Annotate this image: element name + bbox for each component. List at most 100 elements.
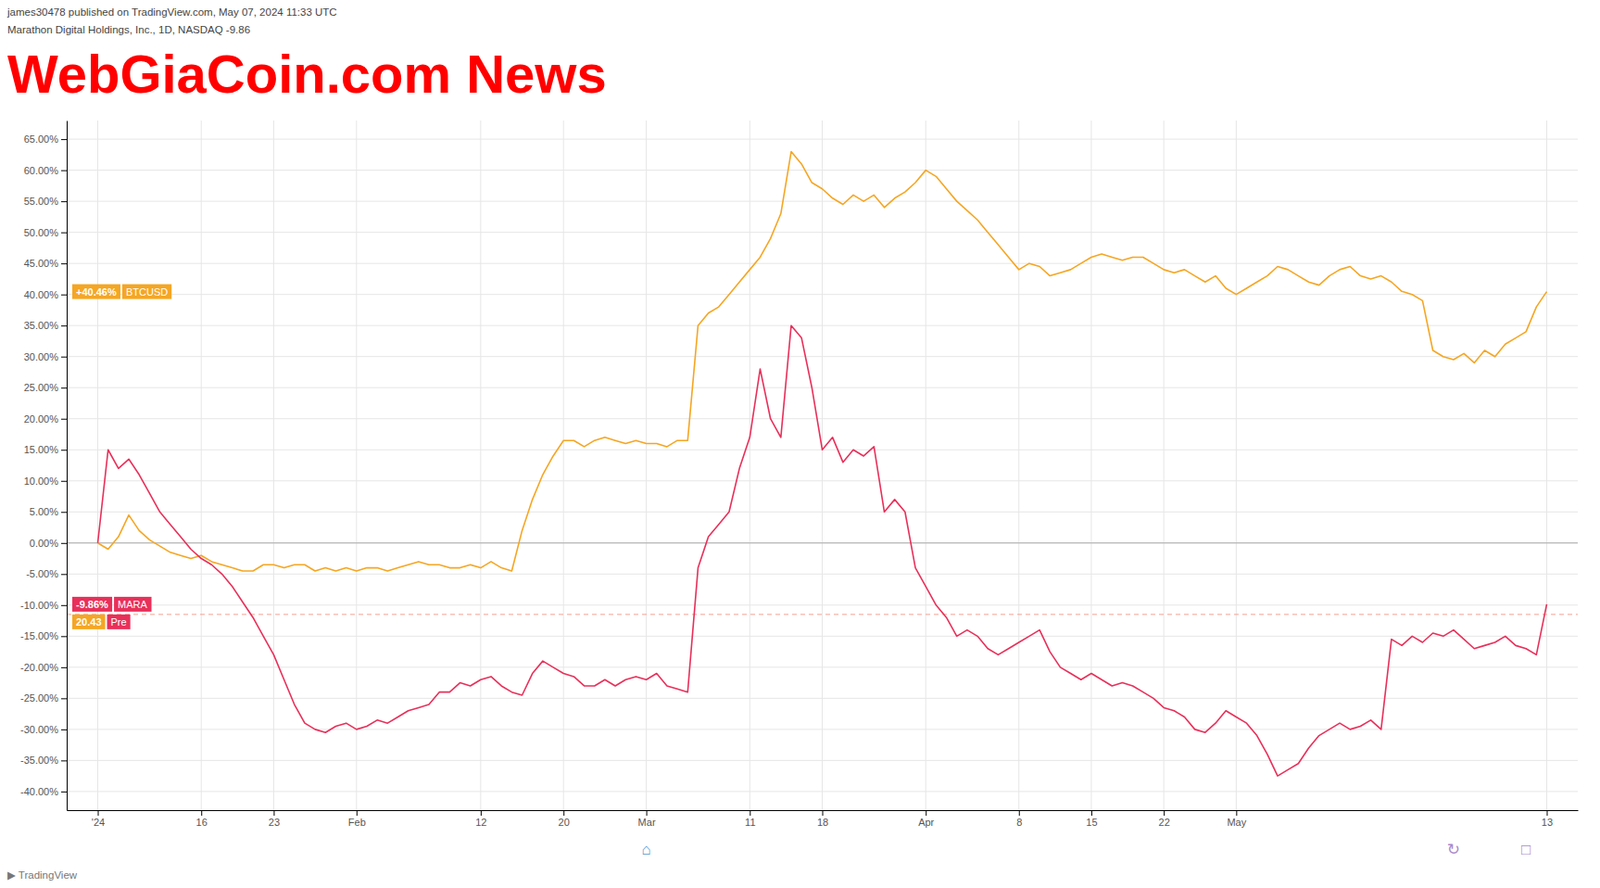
y-tick-label: 65.00% bbox=[24, 133, 60, 145]
tick-mark bbox=[61, 232, 67, 234]
x-tick-label: 23 bbox=[268, 816, 280, 828]
label-box-bg bbox=[72, 614, 106, 630]
tick-mark bbox=[356, 809, 358, 816]
x-tick-label: Mar bbox=[638, 816, 656, 828]
x-tick-label: '24 bbox=[91, 816, 105, 828]
label-box-bg bbox=[72, 284, 121, 300]
x-tick-label: Feb bbox=[348, 816, 366, 828]
x-tick: 16 bbox=[196, 809, 208, 828]
label-box-bg bbox=[113, 596, 152, 612]
y-tick-label: 15.00% bbox=[24, 443, 60, 455]
y-tick-label: -5.00% bbox=[25, 567, 59, 580]
label-box: Pre bbox=[107, 614, 131, 630]
tick-mark bbox=[1091, 809, 1093, 816]
x-tick: 8 bbox=[1016, 809, 1022, 828]
x-tick: Apr bbox=[918, 809, 934, 828]
label-box: 20.43 bbox=[72, 614, 106, 630]
label-box: BTCUSD bbox=[122, 284, 172, 300]
tick-mark bbox=[1546, 809, 1548, 816]
icon: ↻ bbox=[1447, 840, 1461, 858]
x-tick-label: 13 bbox=[1541, 816, 1553, 828]
axis-line bbox=[66, 121, 68, 811]
y-tick-label: 20.00% bbox=[24, 413, 60, 425]
y-tick: 35.00% bbox=[24, 319, 67, 331]
tick-mark bbox=[98, 809, 100, 816]
annotations: +40.46%BTCUSD-9.86%MARA20.43Pre bbox=[72, 284, 172, 630]
grid-line bbox=[749, 120, 751, 810]
icon: □ bbox=[1521, 840, 1531, 858]
tick-mark bbox=[201, 809, 202, 816]
y-tick: 45.00% bbox=[24, 257, 67, 269]
tick-mark bbox=[480, 809, 482, 816]
y-tick: -20.00% bbox=[20, 661, 67, 673]
name-label: MARA bbox=[117, 598, 148, 610]
tick-mark bbox=[61, 542, 67, 544]
x-tick: 20 bbox=[558, 809, 570, 828]
reference-line bbox=[66, 613, 1578, 615]
x-tick: 11 bbox=[744, 809, 756, 828]
label-box: MARA bbox=[113, 596, 152, 612]
grid-line bbox=[645, 120, 647, 810]
x-tick-label: 20 bbox=[558, 816, 570, 828]
series-line bbox=[98, 325, 1548, 776]
label-box-bg bbox=[107, 614, 131, 630]
x-tick: 22 bbox=[1159, 809, 1171, 828]
y-tick: -35.00% bbox=[20, 754, 67, 766]
tick-mark bbox=[61, 138, 67, 140]
tick-mark bbox=[563, 809, 565, 816]
footer: ▶ TradingView bbox=[7, 869, 78, 881]
tick-mark bbox=[61, 387, 67, 389]
grid-line bbox=[1090, 120, 1092, 810]
y-tick-label: -15.00% bbox=[20, 629, 59, 642]
y-tick-label: 5.00% bbox=[29, 505, 59, 517]
x-tick: May bbox=[1226, 809, 1247, 828]
name-label: BTCUSD bbox=[125, 286, 168, 298]
grid-line bbox=[1235, 120, 1237, 810]
grid-line bbox=[479, 120, 481, 810]
tick-mark bbox=[61, 170, 67, 172]
y-tick-label: -35.00% bbox=[20, 754, 59, 766]
icon: ⌂ bbox=[641, 840, 651, 858]
y-tick: 65.00% bbox=[24, 133, 67, 145]
x-tick-label: 16 bbox=[196, 816, 208, 828]
label-box-bg bbox=[72, 596, 113, 612]
x-tick: '24 bbox=[91, 809, 105, 828]
tick-mark bbox=[61, 325, 67, 327]
tick-mark bbox=[822, 809, 824, 816]
x-tick-label: 18 bbox=[817, 816, 829, 828]
title: james30478 published on TradingView.com,… bbox=[6, 6, 338, 18]
x-tick-label: 15 bbox=[1085, 816, 1097, 828]
x-tick-label: 22 bbox=[1159, 816, 1171, 828]
y-tick: 55.00% bbox=[24, 195, 67, 207]
chart: '24 16 23 Feb 12 20 Mar 11 18 Apr 8 15 22 May 13 -40.00… bbox=[0, 0, 1600, 888]
tick-mark bbox=[1019, 809, 1021, 816]
reference-line bbox=[66, 541, 1578, 543]
y-tick: 10.00% bbox=[24, 475, 67, 487]
grid-line bbox=[925, 120, 927, 810]
tick-mark bbox=[61, 263, 67, 265]
x-tick: 15 bbox=[1085, 809, 1097, 828]
tick-mark bbox=[646, 809, 648, 816]
y-tick: 5.00% bbox=[29, 505, 67, 517]
tick-mark bbox=[61, 573, 67, 575]
grid-line bbox=[1546, 120, 1548, 810]
y-tick-label: 10.00% bbox=[24, 475, 60, 487]
tick-mark bbox=[61, 511, 67, 513]
y-tick-label: 55.00% bbox=[24, 195, 60, 207]
y-tick: -40.00% bbox=[20, 785, 67, 797]
y-tick-label: 50.00% bbox=[24, 226, 60, 239]
grid-line bbox=[97, 120, 99, 810]
y-tick-label: -10.00% bbox=[20, 599, 59, 611]
grid-line bbox=[201, 120, 202, 810]
tick-mark bbox=[61, 356, 67, 358]
y-tick-label: -25.00% bbox=[20, 692, 59, 704]
tick-mark bbox=[61, 201, 67, 202]
y-tick-label: 60.00% bbox=[24, 164, 60, 177]
tick-mark bbox=[61, 791, 67, 793]
tick-mark bbox=[61, 635, 67, 637]
x-tick-label: May bbox=[1226, 816, 1247, 828]
x-tick: 12 bbox=[475, 809, 487, 828]
plot-area bbox=[66, 151, 1578, 777]
y-tick-label: 30.00% bbox=[24, 351, 60, 363]
value-label: +40.46% bbox=[75, 286, 117, 298]
